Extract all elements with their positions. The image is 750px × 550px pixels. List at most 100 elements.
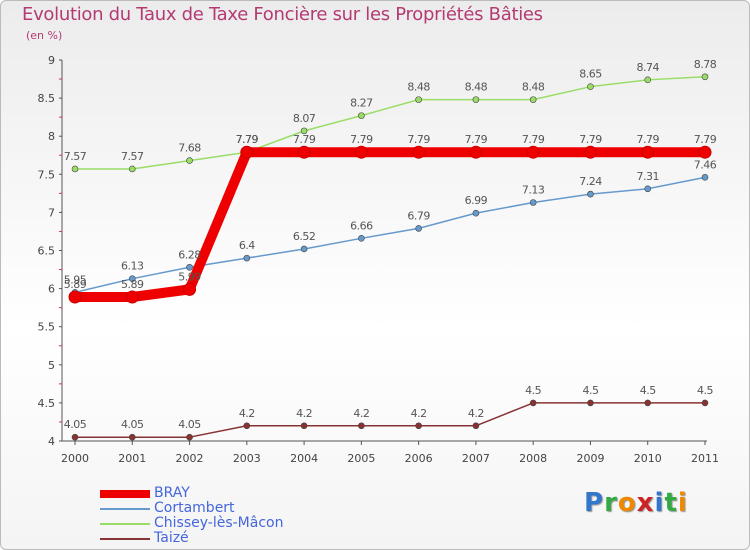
data-point bbox=[698, 145, 712, 159]
data-point bbox=[587, 83, 594, 90]
data-label: 8.78 bbox=[694, 58, 717, 71]
data-label: 4.2 bbox=[239, 407, 255, 420]
x-tick-label: 2007 bbox=[462, 452, 490, 465]
legend-swatch bbox=[100, 507, 150, 510]
data-point bbox=[415, 225, 422, 232]
data-point bbox=[415, 96, 422, 103]
data-label: 4.5 bbox=[582, 384, 598, 397]
data-label: 4.5 bbox=[640, 384, 656, 397]
data-point bbox=[125, 290, 139, 304]
data-point bbox=[243, 254, 251, 262]
series-line-BRAY bbox=[70, 147, 710, 302]
data-label: 7.57 bbox=[121, 150, 144, 163]
y-tick-label: 5 bbox=[48, 359, 55, 372]
y-tick-label: 4 bbox=[48, 435, 55, 448]
y-tick-label: 8 bbox=[48, 130, 55, 143]
data-label: 8.74 bbox=[636, 61, 659, 74]
y-tick-label: 7 bbox=[48, 206, 55, 219]
data-point bbox=[587, 190, 594, 198]
data-point bbox=[354, 145, 368, 159]
x-tick-label: 2010 bbox=[634, 452, 662, 465]
data-point bbox=[128, 275, 136, 282]
x-tick-label: 2000 bbox=[61, 452, 89, 465]
legend-swatch bbox=[100, 537, 150, 540]
x-tick-label: 2008 bbox=[519, 452, 547, 465]
x-tick-label: 2004 bbox=[290, 452, 318, 465]
series-line-Cortambert bbox=[74, 176, 706, 294]
data-point bbox=[183, 282, 197, 296]
data-point bbox=[412, 145, 426, 159]
data-label: 4.2 bbox=[411, 407, 427, 420]
y-tick-label: 6.5 bbox=[38, 245, 56, 258]
data-label: 7.79 bbox=[522, 133, 545, 146]
proxiti-logo: Proxiti bbox=[584, 488, 688, 518]
data-label: 7.57 bbox=[64, 150, 87, 163]
data-label: 5.95 bbox=[64, 273, 87, 286]
legend-swatch bbox=[100, 522, 150, 525]
data-label: 7.31 bbox=[636, 170, 659, 183]
data-label: 4.5 bbox=[697, 384, 713, 397]
data-label: 7.13 bbox=[522, 183, 545, 196]
data-label: 6.28 bbox=[178, 248, 201, 261]
legend-label: Cortambert bbox=[154, 500, 235, 516]
y-tick-label: 8.5 bbox=[38, 92, 56, 105]
data-label: 6.79 bbox=[407, 209, 430, 222]
data-point bbox=[472, 422, 480, 430]
data-label: 8.48 bbox=[465, 81, 488, 94]
data-point bbox=[71, 165, 79, 173]
logo-letter: t bbox=[664, 488, 678, 518]
data-label: 5.89 bbox=[64, 278, 87, 291]
logo-letter: x bbox=[636, 488, 655, 518]
data-point bbox=[701, 399, 709, 407]
legend: BRAY Cortambert Chissey-lès-Mâcon Taizé bbox=[100, 486, 283, 546]
data-point bbox=[186, 157, 193, 164]
x-tick-label: 2011 bbox=[691, 452, 719, 465]
y-tick-label: 4.5 bbox=[38, 397, 56, 410]
data-point bbox=[128, 165, 136, 173]
logo-letter: i bbox=[654, 488, 665, 518]
data-label: 6.52 bbox=[293, 230, 316, 243]
data-label: 6.13 bbox=[121, 260, 144, 273]
data-label: 4.05 bbox=[178, 418, 201, 431]
data-point bbox=[300, 245, 308, 253]
logo-letter: P bbox=[584, 488, 605, 518]
data-label: 8.07 bbox=[293, 112, 316, 125]
data-label: 7.24 bbox=[579, 175, 602, 188]
data-point bbox=[358, 235, 365, 242]
data-point bbox=[469, 145, 483, 159]
data-point bbox=[701, 174, 709, 181]
data-label: 8.65 bbox=[579, 68, 602, 81]
data-point bbox=[644, 185, 652, 193]
data-label: 7.79 bbox=[465, 133, 488, 146]
data-point bbox=[68, 290, 82, 304]
data-label: 7.46 bbox=[694, 158, 717, 171]
x-tick-label: 2001 bbox=[118, 452, 146, 465]
data-point bbox=[240, 145, 254, 159]
data-point bbox=[587, 399, 594, 407]
data-point bbox=[415, 422, 422, 430]
data-label: 5.99 bbox=[178, 270, 201, 283]
x-tick-label: 2005 bbox=[347, 452, 375, 465]
data-label: 8.27 bbox=[350, 97, 373, 110]
data-label: 5.89 bbox=[121, 278, 144, 291]
data-point bbox=[297, 145, 311, 159]
logo-letter: i bbox=[677, 488, 688, 518]
data-label: 7.79 bbox=[579, 133, 602, 146]
data-label: 7.79 bbox=[350, 133, 373, 146]
chart-subtitle: (en %) bbox=[26, 29, 63, 42]
data-label: 4.2 bbox=[296, 407, 312, 420]
data-label: 4.2 bbox=[468, 407, 484, 420]
data-label: 7.79 bbox=[236, 133, 259, 146]
data-point bbox=[243, 422, 251, 430]
data-label: 7.79 bbox=[694, 133, 717, 146]
data-point bbox=[583, 145, 597, 159]
data-label: 6.99 bbox=[465, 194, 488, 207]
logo-letter: r bbox=[604, 488, 618, 518]
data-label: 7.79 bbox=[407, 133, 430, 146]
data-point bbox=[701, 73, 709, 81]
y-tick-label: 6 bbox=[48, 283, 55, 296]
x-tick-label: 2002 bbox=[176, 452, 204, 465]
data-point bbox=[186, 433, 193, 441]
data-label: 7.79 bbox=[293, 133, 316, 146]
